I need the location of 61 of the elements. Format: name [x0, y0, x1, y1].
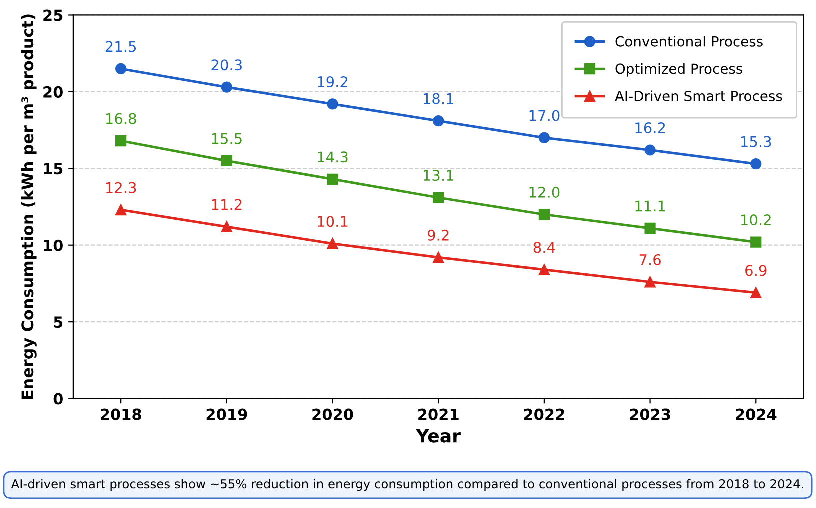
- legend-label: Optimized Process: [616, 63, 742, 77]
- x-tick-label: 2022: [524, 408, 564, 420]
- data-label: 9.2: [428, 230, 449, 241]
- x-tick-label: 2024: [736, 408, 777, 420]
- data-label: 16.8: [106, 113, 136, 124]
- data-label: 14.3: [318, 152, 348, 163]
- point: [327, 174, 338, 185]
- data-label: 6.9: [746, 265, 767, 276]
- point: [327, 238, 338, 250]
- y-tick-label: 20: [44, 86, 63, 98]
- point: [327, 98, 338, 110]
- point: [538, 264, 550, 276]
- x-tick-label: 2021: [418, 408, 459, 420]
- data-label: 15.5: [212, 133, 242, 144]
- y-tick-label: 25: [44, 10, 63, 22]
- point: [750, 287, 762, 298]
- point: [116, 63, 127, 74]
- y-axis-title: Energy Consumption (kWh per m³ product): [21, 14, 37, 400]
- point: [221, 221, 232, 233]
- y-tick-label: 10: [44, 240, 63, 252]
- point: [538, 132, 550, 144]
- data-label: 13.1: [424, 170, 454, 182]
- x-tick-label: 2019: [206, 408, 248, 420]
- data-label: 15.3: [741, 136, 772, 148]
- point: [433, 116, 444, 127]
- point: [433, 252, 444, 264]
- point: [538, 209, 550, 220]
- data-label: 18.1: [424, 93, 454, 104]
- point: [221, 155, 232, 167]
- point: [433, 192, 444, 204]
- y-tick-label: 0: [54, 393, 63, 405]
- data-label: 19.2: [318, 76, 348, 88]
- data-label: 10.1: [318, 216, 348, 228]
- data-label: 12.0: [530, 186, 560, 198]
- data-label: 11.2: [212, 199, 242, 210]
- point: [644, 276, 656, 288]
- data-label: 16.2: [636, 122, 666, 134]
- y-tick-label: 15: [44, 163, 63, 175]
- data-label: 20.3: [212, 60, 242, 71]
- data-label: 8.4: [534, 242, 556, 254]
- point: [221, 82, 232, 93]
- x-tick-label: 2020: [312, 408, 354, 420]
- point: [116, 204, 127, 216]
- point: [644, 144, 656, 156]
- data-label: 7.6: [640, 254, 661, 266]
- text: AI-driven smart processes show ~55% reduction in energy consumption compared to conventional processes from 2018 to 2024.: [11, 479, 804, 492]
- y-tick-label: 5: [54, 316, 63, 328]
- data-label: 11.1: [636, 200, 666, 212]
- data-label: 10.2: [741, 214, 771, 226]
- legend-label: AI-Driven Smart Process: [615, 90, 782, 102]
- point: [644, 222, 656, 234]
- x-tick-label: 2018: [101, 408, 142, 420]
- x-tick-label: 2023: [630, 408, 670, 420]
- data-label: 12.3: [106, 182, 136, 194]
- point: [750, 236, 762, 248]
- data-label: 17.0: [530, 110, 560, 122]
- point: [750, 158, 762, 170]
- data-label: 21.5: [106, 41, 136, 52]
- legend-label: Conventional Process: [616, 36, 763, 47]
- x-axis-title: Year: [416, 429, 461, 443]
- point: [116, 135, 127, 147]
